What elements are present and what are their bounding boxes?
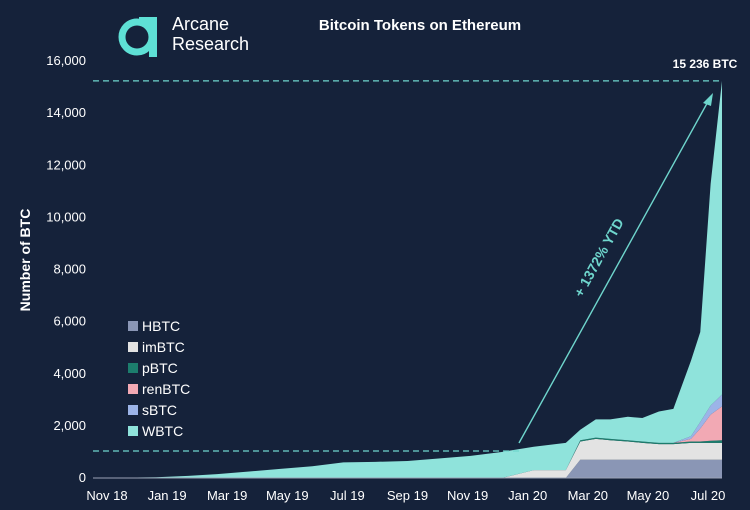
arrow-head-icon xyxy=(703,93,713,106)
x-tick-label: Nov 18 xyxy=(86,488,127,503)
legend-label: sBTC xyxy=(142,402,177,418)
y-axis-ticks: 0 2,000 4,000 6,000 8,000 10,000 12,000 14,000 1… xyxy=(46,53,86,485)
legend-label: renBTC xyxy=(142,381,190,397)
brand-line1: Arcane xyxy=(172,14,229,34)
y-tick-label: 2,000 xyxy=(53,418,86,433)
brand-logo: Arcane Research xyxy=(118,14,249,57)
x-tick-label: Jan 20 xyxy=(508,488,547,503)
x-tick-label: Jul 20 xyxy=(691,488,726,503)
chart-title: Bitcoin Tokens on Ethereum xyxy=(319,17,521,34)
legend-swatch xyxy=(128,342,138,352)
growth-arrow-line xyxy=(518,97,711,444)
legend-swatch xyxy=(128,363,138,373)
y-tick-label: 0 xyxy=(79,470,86,485)
x-tick-label: May 20 xyxy=(627,488,670,503)
legend-label: WBTC xyxy=(142,423,183,439)
series-areas xyxy=(93,80,722,479)
y-tick-label: 14,000 xyxy=(46,105,86,120)
x-tick-label: Mar 19 xyxy=(207,488,247,503)
y-tick-label: 12,000 xyxy=(46,157,86,172)
area-hbtc xyxy=(93,459,722,478)
x-tick-label: Mar 20 xyxy=(568,488,608,503)
legend-swatch xyxy=(128,321,138,331)
legend-swatch xyxy=(128,405,138,415)
legend-label: HBTC xyxy=(142,318,180,334)
y-axis-label: Number of BTC xyxy=(17,209,33,312)
x-tick-label: Nov 19 xyxy=(447,488,488,503)
x-tick-label: Jan 19 xyxy=(148,488,187,503)
y-tick-label: 6,000 xyxy=(53,314,86,329)
ytd-annotation: + 1372% YTD xyxy=(570,216,626,300)
area-wbtc xyxy=(93,80,722,479)
legend-swatch xyxy=(128,384,138,394)
y-tick-label: 16,000 xyxy=(46,53,86,68)
area-imbtc xyxy=(93,438,722,478)
legend-label: pBTC xyxy=(142,360,178,376)
brand-line2: Research xyxy=(172,34,249,54)
y-tick-label: 10,000 xyxy=(46,209,86,224)
legend: HBTC imBTC pBTC renBTC sBTC WBTC xyxy=(128,318,190,439)
x-tick-label: Sep 19 xyxy=(387,488,428,503)
legend-label: imBTC xyxy=(142,339,185,355)
y-tick-label: 4,000 xyxy=(53,366,86,381)
x-tick-label: Jul 19 xyxy=(330,488,365,503)
x-axis-ticks: Nov 18 Jan 19 Mar 19 May 19 Jul 19 Sep 19 Nov … xyxy=(86,488,725,503)
legend-swatch xyxy=(128,426,138,436)
final-value-label: 15 236 BTC xyxy=(673,57,738,71)
y-tick-label: 8,000 xyxy=(53,262,86,277)
growth-arrow xyxy=(518,93,713,444)
x-tick-label: May 19 xyxy=(266,488,309,503)
logo-mark-ring xyxy=(118,18,156,56)
